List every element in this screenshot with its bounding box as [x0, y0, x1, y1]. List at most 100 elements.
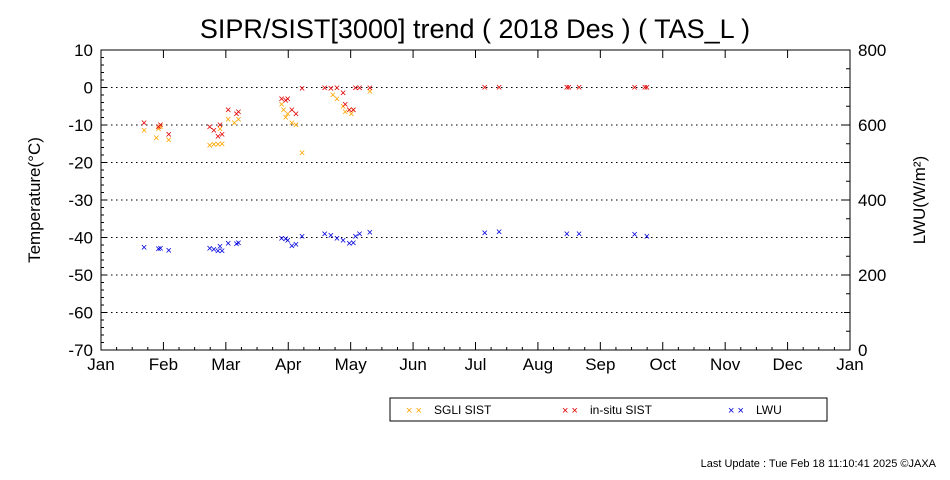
legend-box [389, 397, 828, 422]
data-point: × [350, 105, 356, 117]
data-point: × [233, 108, 239, 120]
x-tick-label: Mar [211, 355, 241, 374]
data-point: × [211, 139, 217, 151]
data-point: × [211, 125, 217, 137]
data-point: × [328, 83, 334, 95]
data-point: × [293, 239, 299, 251]
data-point: × [642, 82, 648, 94]
x-tick-label: Nov [710, 355, 741, 374]
y2-tick-label: 400 [858, 191, 886, 210]
data-point: × [367, 82, 373, 94]
data-point: × [334, 82, 340, 94]
data-point: × [285, 235, 291, 247]
data-point: × [334, 233, 340, 245]
data-point: × [215, 139, 221, 151]
data-point: × [280, 105, 286, 117]
data-point: × [631, 229, 637, 241]
data-point: × [285, 93, 291, 105]
data-point: × [157, 243, 163, 255]
footer-last-update: Last Update : Tue Feb 18 11:10:41 2025 ©… [700, 458, 936, 470]
data-point: × [576, 228, 582, 240]
data-points: ××××× ×××××× ××××××××××××× ×××× ××××××××× ×××… [141, 82, 650, 258]
axes: 100-10-20-30-40-50-60-708006004002000Jan… [68, 41, 886, 374]
data-point: × [207, 243, 213, 255]
x-tick-label: Jul [465, 355, 487, 374]
data-point: × [153, 133, 159, 145]
data-point: × [367, 86, 373, 98]
x-tick-label: May [335, 355, 368, 374]
data-point: × [293, 120, 299, 132]
data-point: × [340, 101, 346, 113]
data-point: × [566, 82, 572, 94]
y-axis-label: Temperature(°C) [25, 137, 44, 263]
data-point: × [564, 82, 570, 94]
x-tick-label: Oct [650, 355, 677, 374]
data-point: × [496, 82, 502, 94]
data-point: × [342, 99, 348, 111]
x-tick-label: Jan [87, 355, 114, 374]
data-point: × [352, 82, 358, 94]
data-point: × [348, 108, 354, 120]
legend-marker: × × [562, 405, 578, 417]
data-point: × [482, 228, 488, 240]
data-point: × [346, 238, 352, 250]
data-point: × [219, 129, 225, 141]
y-tick-label: -30 [68, 191, 93, 210]
legend-marker: × × [728, 405, 744, 417]
data-point: × [346, 105, 352, 117]
data-point: × [225, 114, 231, 126]
y-tick-label: -10 [68, 116, 93, 135]
data-point: × [330, 90, 336, 102]
data-point: × [564, 228, 570, 240]
data-point: × [211, 244, 217, 256]
y-tick-label: -60 [68, 304, 93, 323]
data-point: × [356, 229, 362, 241]
data-point: × [340, 88, 346, 100]
x-tick-label: Aug [523, 355, 553, 374]
data-point: × [328, 230, 334, 242]
x-tick-label: Jan [836, 355, 863, 374]
y-tick-label: -70 [68, 341, 93, 360]
y2-tick-label: 800 [858, 41, 886, 60]
data-point: × [235, 238, 241, 250]
data-point: × [321, 82, 327, 94]
data-point: × [352, 231, 358, 243]
data-point: × [644, 231, 650, 243]
data-point: × [496, 226, 502, 238]
data-point: × [631, 82, 637, 94]
data-point: × [215, 131, 221, 143]
data-point: × [141, 118, 147, 130]
x-tick-label: Apr [275, 355, 302, 374]
data-point: × [215, 246, 221, 258]
trend-chart: SIPR/SIST[3000] trend ( 2018 Des ) ( TAS… [25, 14, 929, 422]
y2-tick-label: 200 [858, 266, 886, 285]
x-tick-label: Dec [772, 355, 803, 374]
data-point: × [155, 123, 161, 135]
data-point: × [157, 120, 163, 132]
data-point: × [282, 95, 288, 107]
legend-label: LWU [756, 403, 782, 417]
data-point: × [282, 112, 288, 124]
data-point: × [289, 105, 295, 117]
data-point: × [235, 114, 241, 126]
y-tick-label: -40 [68, 229, 93, 248]
data-point: × [165, 135, 171, 147]
data-point: × [356, 82, 362, 94]
y2-tick-label: 0 [858, 341, 867, 360]
data-point: × [285, 108, 291, 120]
data-point: × [231, 118, 237, 130]
data-point: × [219, 138, 225, 150]
data-point: × [278, 99, 284, 111]
data-point: × [367, 227, 373, 239]
data-point: × [644, 82, 650, 94]
legend-label: in-situ SIST [590, 403, 653, 417]
data-point: × [225, 105, 231, 117]
y-tick-label: 0 [84, 79, 93, 98]
data-point: × [141, 242, 147, 254]
data-point: × [334, 93, 340, 105]
data-point: × [289, 118, 295, 130]
data-point: × [217, 123, 223, 135]
data-point: × [299, 83, 305, 95]
x-tick-label: Sep [585, 355, 615, 374]
data-point: × [289, 240, 295, 252]
